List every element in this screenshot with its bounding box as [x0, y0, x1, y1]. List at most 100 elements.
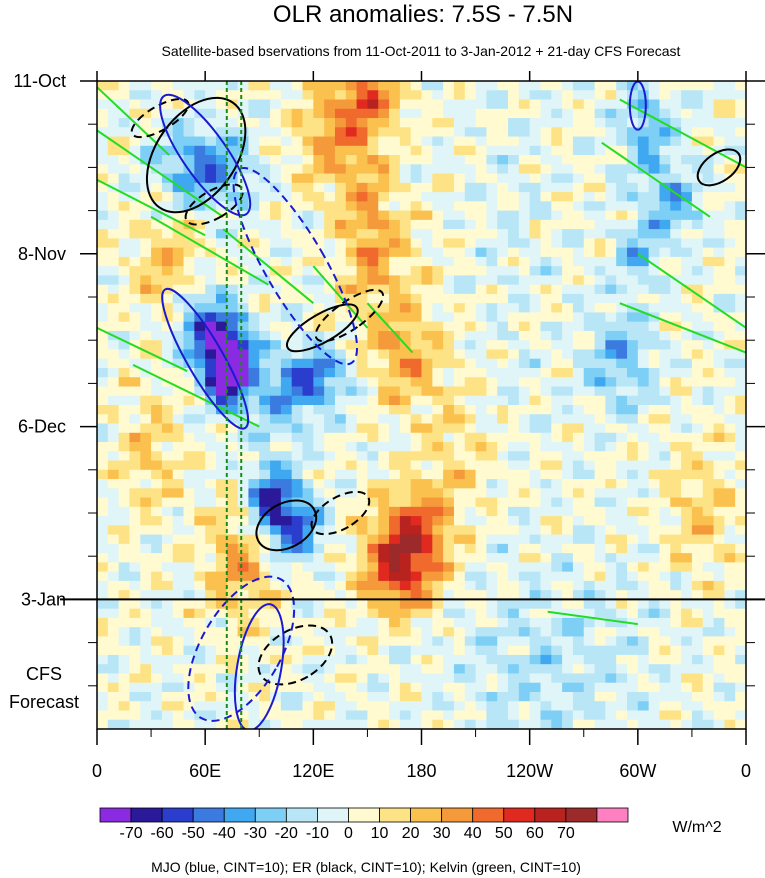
heat-cell — [432, 506, 444, 517]
heat-cell — [443, 386, 455, 397]
heat-cell — [540, 627, 552, 638]
heat-cell — [270, 673, 282, 684]
heat-cell — [161, 136, 174, 147]
heat-cell — [518, 256, 531, 267]
heat-cell — [724, 562, 736, 573]
heat-cell — [616, 127, 628, 138]
heat-cell — [151, 627, 163, 638]
heat-cell — [237, 238, 250, 249]
heat-cell — [313, 710, 325, 721]
heat-cell — [562, 367, 574, 378]
heat-cell — [659, 571, 671, 582]
heat-cell — [97, 599, 109, 610]
heat-cell — [302, 553, 314, 563]
heat-cell — [529, 691, 542, 702]
heat-cell — [443, 673, 455, 684]
heat-cell — [691, 238, 704, 249]
heat-cell — [97, 451, 109, 462]
heat-cell — [702, 303, 715, 314]
heat-cell — [702, 432, 715, 443]
heat-cell — [637, 580, 650, 591]
heat-cell — [291, 81, 304, 91]
heat-cell — [421, 155, 433, 165]
heat-cell — [313, 645, 325, 656]
heat-cell — [205, 219, 217, 230]
heat-cell — [508, 127, 520, 138]
heat-cell — [194, 479, 206, 489]
heat-cell — [367, 377, 379, 388]
heat-cell — [172, 164, 185, 175]
heat-cell — [659, 349, 671, 360]
heat-cell — [248, 432, 260, 443]
heat-cell — [302, 405, 314, 415]
heat-cell — [237, 358, 250, 369]
heat-cell — [194, 118, 206, 128]
heat-cell — [378, 562, 390, 573]
heat-cell — [324, 664, 336, 675]
heat-cell — [421, 321, 433, 332]
heat-cell — [378, 469, 390, 480]
heat-cell — [486, 451, 498, 462]
heat-cell — [356, 321, 369, 332]
heat-cell — [443, 358, 455, 369]
heat-cell — [205, 201, 217, 212]
heat-cell — [627, 460, 639, 471]
heat-cell — [432, 229, 444, 239]
heat-cell — [637, 182, 650, 193]
heat-cell — [140, 580, 152, 591]
heat-cell — [453, 599, 466, 610]
heat-cell — [551, 516, 563, 526]
heat-cell — [161, 275, 174, 286]
heat-cell — [280, 173, 293, 184]
heat-cell — [215, 580, 228, 591]
heat-cell — [237, 451, 250, 462]
heat-cell — [713, 432, 725, 443]
heat-cell — [183, 719, 195, 729]
heat-cell — [226, 229, 239, 239]
heat-cell — [713, 192, 725, 202]
heat-cell — [151, 469, 163, 480]
heat-cell — [399, 405, 412, 415]
heat-cell — [670, 534, 682, 545]
heat-cell — [215, 275, 228, 286]
heat-cell — [670, 330, 682, 341]
heat-cell — [724, 645, 736, 656]
heat-cell — [107, 210, 120, 221]
heat-cell — [226, 460, 239, 471]
heat-cell — [183, 275, 195, 286]
heat-cell — [161, 636, 174, 647]
heat-cell — [129, 423, 141, 434]
heat-cell — [421, 488, 433, 499]
heat-cell — [691, 358, 704, 369]
heat-cell — [443, 321, 455, 332]
heat-cell — [464, 516, 477, 526]
heat-cell — [205, 673, 217, 684]
heat-cell — [215, 229, 228, 239]
heat-cell — [129, 210, 141, 221]
heat-cell — [508, 330, 520, 341]
heat-cell — [97, 479, 109, 489]
heat-cell — [389, 330, 401, 341]
heat-cell — [129, 516, 141, 526]
heat-cell — [280, 405, 293, 415]
heat-cell — [172, 405, 185, 415]
heat-cell — [280, 664, 293, 675]
heat-cell — [378, 525, 390, 536]
heat-cell — [670, 99, 682, 110]
heat-cell — [367, 321, 379, 332]
heat-cell — [237, 136, 250, 147]
heat-cell — [627, 164, 639, 175]
heat-cell — [161, 534, 174, 545]
heat-cell — [562, 192, 574, 202]
heat-cell — [443, 608, 455, 619]
heat-cell — [248, 377, 260, 388]
heat-cell — [302, 617, 314, 628]
heat-cell — [551, 127, 563, 138]
heat-cell — [151, 192, 163, 202]
heat-cell — [464, 358, 477, 369]
heat-cell — [627, 358, 639, 369]
heat-cell — [107, 673, 120, 684]
heat-cell — [280, 192, 293, 202]
heat-cell — [670, 136, 682, 147]
heat-cell — [702, 636, 715, 647]
